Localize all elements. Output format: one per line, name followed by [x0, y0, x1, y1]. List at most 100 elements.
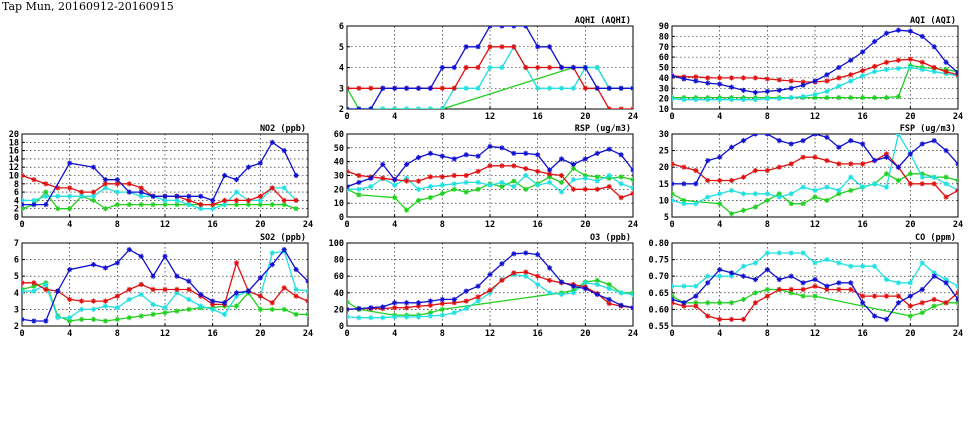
data-point-red: [198, 201, 204, 208]
data-point-blue: [90, 164, 97, 170]
data-point-blue: [174, 273, 180, 279]
data-point-blue: [558, 64, 565, 71]
data-point-red: [931, 296, 937, 303]
data-point-red: [740, 316, 747, 322]
data-point-cyan: [305, 288, 308, 294]
data-point-cyan: [570, 290, 577, 296]
data-point-red: [511, 270, 517, 276]
data-point-blue: [233, 290, 240, 296]
data-point-blue: [558, 156, 565, 162]
data-point-cyan: [907, 280, 913, 286]
data-point-blue: [693, 293, 699, 299]
data-point-blue: [102, 177, 109, 183]
x-tick-label: 8: [440, 112, 445, 122]
data-point-red: [931, 181, 937, 187]
data-point-blue: [630, 305, 633, 311]
data-point-red: [860, 68, 866, 74]
data-point-blue: [150, 193, 156, 199]
data-point-cyan: [860, 73, 866, 79]
data-point-red: [415, 178, 422, 184]
data-point-blue: [931, 138, 937, 144]
data-point-red: [728, 75, 735, 81]
plot-area: [22, 139, 299, 212]
data-point-red: [752, 167, 759, 174]
y-tick-label: 2: [14, 205, 19, 215]
data-point-green: [126, 201, 132, 208]
data-point-red: [293, 197, 299, 203]
data-point-blue: [114, 177, 120, 183]
data-point-blue: [368, 305, 374, 311]
data-point-cyan: [943, 276, 949, 283]
data-point-blue: [895, 27, 902, 33]
x-tick-label: 24: [303, 329, 313, 339]
data-point-blue: [740, 138, 747, 144]
data-point-red: [836, 161, 842, 167]
data-point-blue: [836, 64, 842, 71]
data-point-green: [907, 313, 913, 319]
data-point-blue: [439, 153, 445, 159]
data-point-green: [162, 310, 168, 316]
y-tick-label: 50: [334, 144, 344, 154]
data-point-red: [943, 300, 949, 306]
data-point-green: [630, 177, 633, 183]
data-point-red: [776, 286, 782, 293]
x-tick-label: 4: [717, 112, 722, 122]
data-point-cyan: [883, 184, 890, 190]
data-point-blue: [752, 134, 759, 137]
data-point-blue: [210, 197, 216, 203]
data-point-cyan: [824, 184, 830, 190]
y-tick-label: 4: [14, 196, 19, 206]
data-point-red: [511, 163, 517, 169]
data-point-red: [475, 294, 481, 300]
data-point-red: [487, 163, 493, 169]
data-point-blue: [403, 300, 410, 306]
data-point-blue: [22, 201, 25, 208]
y-tick-label: 15: [659, 180, 669, 190]
data-point-cyan: [403, 106, 410, 109]
data-point-cyan: [824, 88, 830, 94]
data-point-blue: [931, 273, 937, 279]
x-tick-label: 8: [765, 112, 770, 122]
data-point-blue: [546, 265, 553, 271]
data-point-green: [895, 93, 902, 100]
y-tick-label: 0.60: [649, 305, 669, 315]
data-point-red: [582, 186, 588, 192]
data-point-cyan: [257, 197, 263, 203]
data-point-red: [943, 194, 949, 200]
y-tick-label: 20: [659, 163, 669, 173]
y-tick-label: 0: [14, 213, 19, 223]
data-point-red: [114, 293, 120, 299]
x-tick-label: 20: [580, 329, 590, 339]
data-point-blue: [356, 305, 362, 312]
data-point-cyan: [895, 65, 902, 72]
data-point-cyan: [848, 78, 854, 84]
data-point-cyan: [186, 201, 192, 208]
data-point-green: [102, 206, 109, 212]
data-point-green: [871, 94, 878, 101]
data-point-blue: [451, 296, 457, 303]
chart-fsp: 0 4 8 12 16 20 24 5 10 15 20 25 30 FSP (ug/m3): [659, 124, 963, 230]
data-point-red: [535, 168, 541, 174]
data-point-green: [162, 201, 168, 208]
data-point-cyan: [570, 85, 577, 91]
data-point-red: [907, 303, 913, 309]
y-tick-label: 40: [334, 289, 344, 299]
data-point-red: [848, 161, 854, 167]
data-point-cyan: [22, 288, 25, 294]
data-point-blue: [463, 44, 469, 50]
data-point-red: [78, 189, 85, 195]
data-point-red: [919, 300, 925, 306]
plot-area: [672, 250, 958, 322]
data-point-red: [523, 165, 529, 172]
x-tick-label: 8: [440, 220, 445, 230]
data-point-green: [752, 290, 759, 296]
data-point-cyan: [67, 193, 73, 199]
x-tick-label: 16: [858, 112, 868, 122]
y-tick-label: 12: [9, 163, 19, 173]
data-point-cyan: [672, 96, 675, 102]
y-tick-label: 0.55: [649, 322, 669, 332]
data-point-cyan: [415, 106, 422, 109]
x-tick-label: 16: [533, 220, 543, 230]
data-point-green: [705, 300, 711, 306]
